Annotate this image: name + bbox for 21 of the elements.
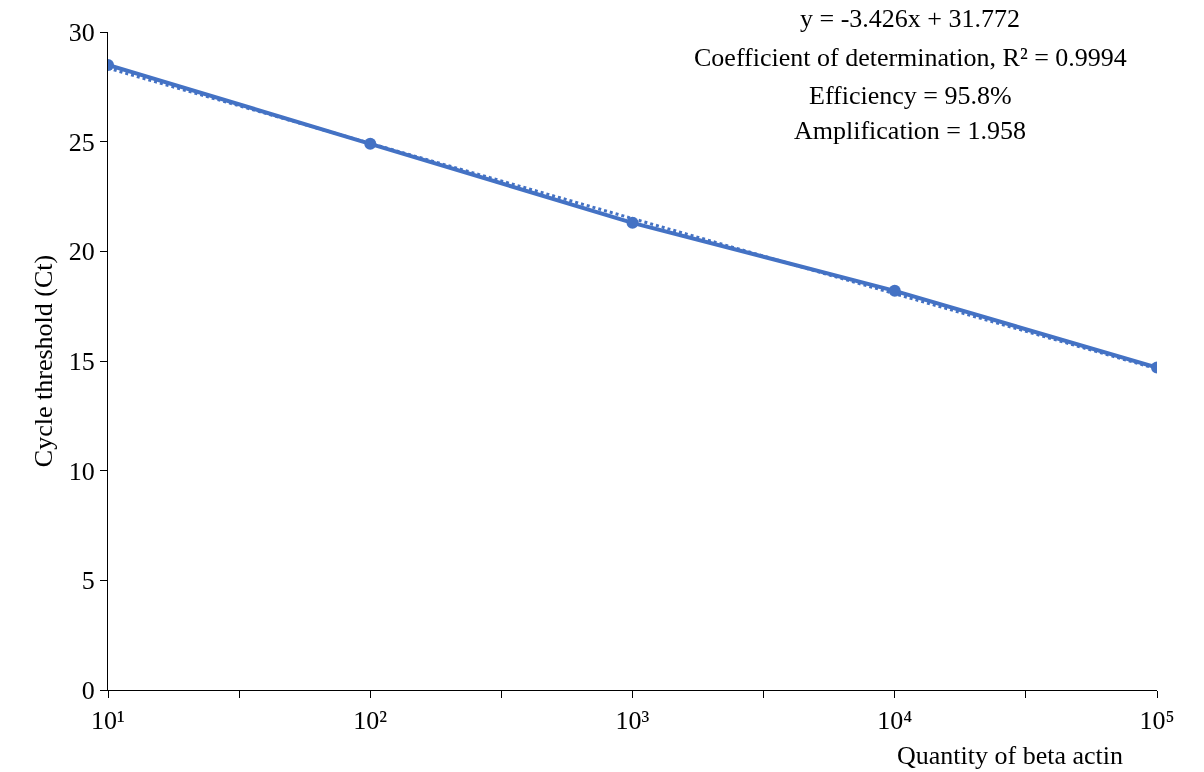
x-tick-label: 10¹ bbox=[91, 706, 125, 736]
x-tick-label: 10² bbox=[353, 706, 388, 736]
point bbox=[364, 137, 377, 150]
annotation: y = -3.426x + 31.772 bbox=[800, 4, 1020, 33]
y-tick-label: 10 bbox=[68, 456, 95, 486]
y-tick-label: 25 bbox=[68, 127, 95, 157]
point bbox=[888, 284, 901, 297]
y-tick-label: 15 bbox=[68, 347, 95, 377]
point bbox=[626, 216, 639, 229]
x-axis-title: Quantity of beta actin bbox=[897, 741, 1123, 770]
y-axis-title: Cycle threshold (Ct) bbox=[29, 254, 59, 468]
annotation: Coefficient of determination, R² = 0.9994 bbox=[694, 43, 1127, 72]
x-tick-label: 10⁴ bbox=[877, 706, 913, 736]
annotation: Amplification = 1.958 bbox=[794, 116, 1027, 145]
annotation: Efficiency = 95.8% bbox=[809, 81, 1012, 110]
y-tick-label: 5 bbox=[81, 566, 95, 596]
y-tick-label: 30 bbox=[68, 18, 95, 48]
x-tick-label: 10⁵ bbox=[1139, 706, 1175, 736]
y-tick-label: 0 bbox=[81, 676, 95, 706]
y-tick-label: 20 bbox=[68, 237, 95, 267]
x-tick-label: 10³ bbox=[615, 706, 650, 736]
